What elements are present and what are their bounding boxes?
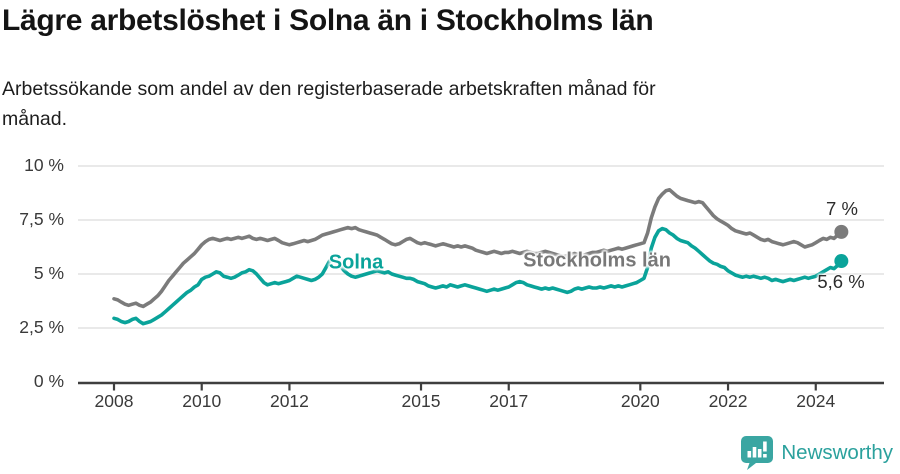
x-axis-label-2024: 2024 (796, 391, 836, 411)
end-value-label-solna: 5,6 % (817, 271, 865, 292)
series-label-solna: Solna (328, 251, 384, 274)
series-line-solna (112, 226, 844, 326)
y-axis-label-0: 0 % (33, 371, 64, 391)
chart-subtitle: Arbetssökande som andel av den registerb… (2, 74, 656, 134)
y-axis-label-7.5: 7,5 % (19, 209, 64, 229)
end-value-label-stockholms-lan: 7 % (826, 198, 858, 219)
end-dot-stockholms-lan (834, 224, 849, 239)
subtitle-line-2: månad. (2, 108, 68, 130)
x-axis-label-2017: 2017 (489, 391, 529, 411)
x-axis-label-2022: 2022 (708, 391, 748, 411)
x-axis-label-2020: 2020 (620, 391, 660, 411)
x-axis-label-2008: 2008 (94, 391, 134, 411)
y-axis-label-5: 5 % (33, 263, 64, 283)
newsworthy-logo: Newsworthy (741, 436, 893, 470)
end-dot-solna (834, 254, 849, 269)
x-axis-label-2010: 2010 (182, 391, 222, 411)
newsworthy-icon (741, 436, 774, 470)
series-label-stockholms-lan: Stockholms län (523, 249, 671, 272)
series-line-stockholms-lan (112, 188, 844, 309)
y-axis-label-10: 10 % (24, 155, 64, 175)
x-axis-label-2015: 2015 (401, 391, 441, 411)
subtitle-line-1: Arbetssökande som andel av den registerb… (2, 78, 656, 100)
y-axis-label-2.5: 2,5 % (19, 317, 64, 337)
page-title: Lägre arbetslöshet i Solna än i Stockhol… (2, 4, 654, 37)
newsworthy-wordmark: Newsworthy (781, 441, 893, 464)
x-axis-label-2012: 2012 (269, 391, 309, 411)
